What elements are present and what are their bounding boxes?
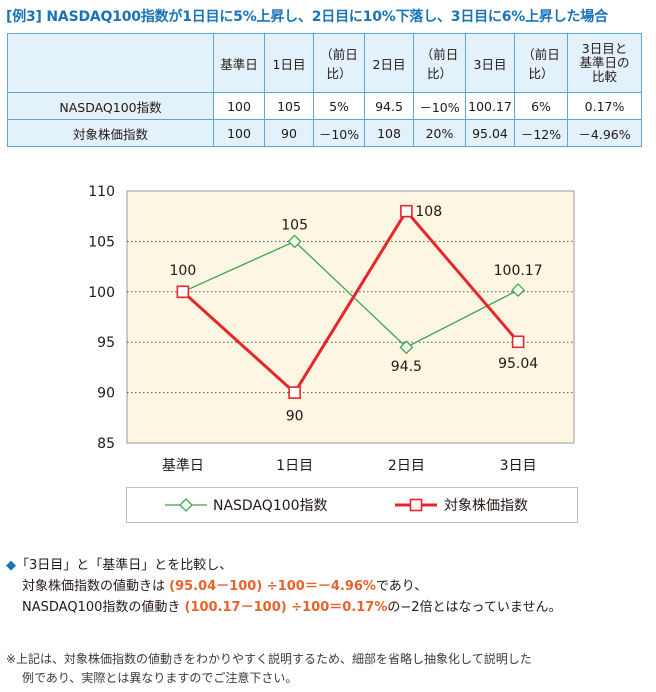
table-cell: 94.5 — [364, 92, 414, 120]
table-header-row: 基準日 1日目 （前日比） 2日目 （前日比） 3日目 （前日比） 3日目と 基… — [7, 33, 642, 93]
legend-svg: NASDAQ100指数 対象株価指数 — [165, 498, 528, 514]
chart-legend: NASDAQ100指数 対象株価指数 — [126, 487, 578, 523]
diamond-bullet-icon: ◆ — [6, 558, 16, 573]
y-tick-label: 110 — [88, 184, 115, 200]
table-header-cell: 2日目 — [364, 33, 414, 93]
x-tick-label: 基準日 — [162, 457, 204, 474]
data-point-diamond — [287, 234, 302, 249]
disclaimer-footnote: ※上記は、対象株価指数の値動きをわかりやすく説明するため、細部を省略し抽象化して… — [6, 652, 532, 685]
series-line — [181, 208, 520, 395]
table-header-cell: 1日目 — [264, 33, 314, 93]
legend-square-icon — [409, 498, 423, 512]
y-tick-label: 95 — [97, 335, 115, 351]
data-label: 100 — [170, 263, 197, 279]
x-tick-label: 3日目 — [500, 458, 537, 474]
table-cell: 95.04 — [465, 119, 515, 147]
table-cell: 対象株価指数 — [7, 119, 214, 147]
table-cell: －10% — [313, 119, 365, 147]
table-header-cell: 基準日 — [213, 33, 265, 93]
table-cell: 100.17 — [465, 92, 515, 120]
table-cell: NASDAQ100指数 — [7, 92, 214, 120]
table-cell: 108 — [364, 119, 414, 147]
table-header-cell: （前日比） — [413, 33, 466, 93]
table-cell: 20% — [413, 119, 466, 147]
y-tick-label: 100 — [88, 285, 115, 301]
table-cell: 90 — [264, 119, 314, 147]
table-cell: 105 — [264, 92, 314, 120]
x-tick-label: 1日目 — [276, 458, 313, 474]
table-header-cell: 3日目 — [465, 33, 515, 93]
data-point-square — [511, 335, 525, 349]
x-tick-label: 2日目 — [388, 458, 425, 474]
y-tick-label: 85 — [97, 436, 115, 452]
legend-label: 対象株価指数 — [444, 498, 528, 514]
example-title: [例3] NASDAQ100指数が1日目に5%上昇し、2日目に10%下落し、3日… — [6, 9, 608, 25]
table-header-cell: 3日目と 基準日の 比較 — [567, 33, 642, 93]
data-label: 94.5 — [391, 359, 422, 375]
data-label: 105 — [281, 217, 308, 233]
table-cell: 100 — [213, 119, 265, 147]
comparison-note: ◆「3日目」と「基準日」とを比較し、 対象株価指数の値動きは (95.04－10… — [6, 555, 561, 618]
data-point-diamond — [399, 340, 414, 355]
legend-diamond-icon — [179, 498, 193, 512]
data-label: 100.17 — [494, 263, 543, 279]
table-cell: 100 — [213, 92, 265, 120]
data-point-diamond — [511, 283, 526, 298]
table-header-cell: （前日比） — [313, 33, 365, 93]
line-chart: 85 90 95 100 105 110 基準日 1日目 2日目 3日目 100 105 94.5 100… — [0, 170, 656, 540]
data-point-square — [288, 386, 301, 399]
note-line-1: ◆「3日目」と「基準日」とを比較し、 — [6, 558, 233, 573]
data-point-square — [176, 285, 190, 299]
data-point-square — [400, 204, 413, 218]
table-header-cell: （前日比） — [514, 33, 568, 93]
series-line — [182, 240, 519, 349]
table-cell: 0.17% — [567, 92, 642, 120]
table-cell: －12% — [514, 119, 568, 147]
data-label: 95.04 — [498, 356, 538, 372]
comparison-table: 基準日 1日目 （前日比） 2日目 （前日比） 3日目 （前日比） 3日目と 基… — [7, 33, 642, 147]
table-cell: 6% — [514, 92, 568, 120]
table-row: 対象株価指数 100 90 －10% 108 20% 95.04 －12% －4… — [7, 119, 642, 147]
data-label: 108 — [415, 204, 442, 220]
data-label: 90 — [286, 409, 304, 425]
table-header-cell — [7, 33, 214, 93]
line-chart-svg: 85 90 95 100 105 110 基準日 1日目 2日目 3日目 100 105 94.5 100… — [88, 184, 575, 474]
note-line-3: NASDAQ100指数の値動き (100.17－100) ÷100＝0.17%の… — [22, 600, 562, 615]
y-tick-label: 90 — [97, 386, 115, 402]
plot-area — [126, 190, 575, 444]
table-cell: －10% — [413, 92, 466, 120]
table-cell: －4.96% — [567, 119, 642, 147]
note-line-2: 対象株価指数の値動きは (95.04－100) ÷100＝－4.96%であり、 — [22, 579, 428, 594]
y-tick-label: 105 — [88, 234, 115, 250]
legend-label: NASDAQ100指数 — [213, 498, 328, 514]
table-cell: 5% — [313, 92, 365, 120]
table-row: NASDAQ100指数 100 105 5% 94.5 －10% 100.17 … — [7, 92, 642, 120]
